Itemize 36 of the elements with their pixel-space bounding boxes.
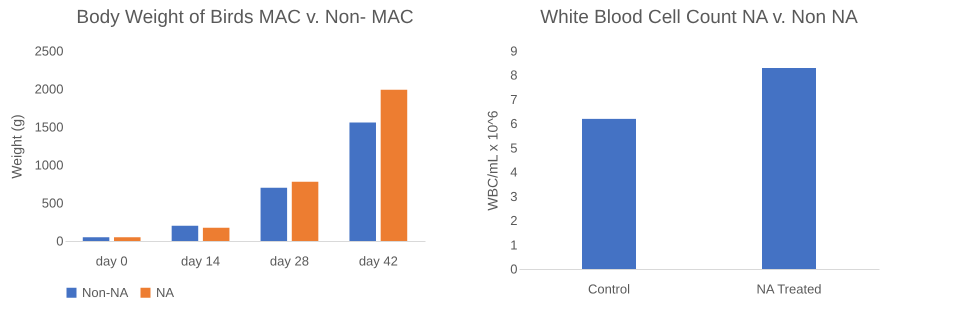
y-tick-label: 1000: [34, 158, 64, 172]
x-tick-label: day 28: [270, 254, 309, 268]
y-tick-label: 2500: [34, 44, 64, 58]
y-tick-label: 8: [510, 68, 518, 83]
bar: [82, 237, 110, 241]
chart-title: White Blood Cell Count NA v. Non NA: [540, 7, 858, 28]
bar: [172, 226, 198, 241]
y-tick-label: 0: [510, 262, 518, 276]
legend-label: Non-NA: [82, 284, 129, 300]
y-tick-label: 1: [510, 237, 518, 252]
x-tick-label: day 14: [181, 254, 220, 268]
bar: [380, 90, 408, 241]
x-tick-label: NA Treated: [756, 282, 822, 296]
bar: [292, 182, 318, 241]
chart-title: Body Weight of Birds MAC v. Non- MAC: [76, 7, 414, 28]
y-tick-label: 7: [510, 92, 518, 107]
y-tick-label: 1500: [34, 120, 64, 134]
x-tick-label: day 42: [358, 254, 398, 268]
y-tick-label: 3: [510, 188, 518, 204]
x-tick-label: day 0: [96, 254, 128, 268]
x-tick-label: Control: [588, 282, 630, 296]
bar: [260, 188, 288, 241]
bar: [114, 237, 141, 241]
y-tick-label: 5: [510, 140, 518, 156]
y-tick-label: 2000: [34, 82, 64, 96]
y-tick-label: 4: [510, 164, 518, 180]
legend-label: NA: [156, 284, 174, 300]
bar: [202, 228, 230, 241]
y-tick-label: 9: [510, 44, 518, 58]
y-axis-title: WBC/mL x 10^6: [484, 110, 500, 211]
y-tick-label: 0: [56, 234, 64, 248]
y-axis-title: Weight (g): [8, 114, 25, 179]
y-tick-label: 2: [510, 213, 518, 228]
bar: [349, 122, 376, 241]
y-tick-label: 6: [510, 116, 518, 132]
y-tick-label: 500: [42, 196, 64, 210]
